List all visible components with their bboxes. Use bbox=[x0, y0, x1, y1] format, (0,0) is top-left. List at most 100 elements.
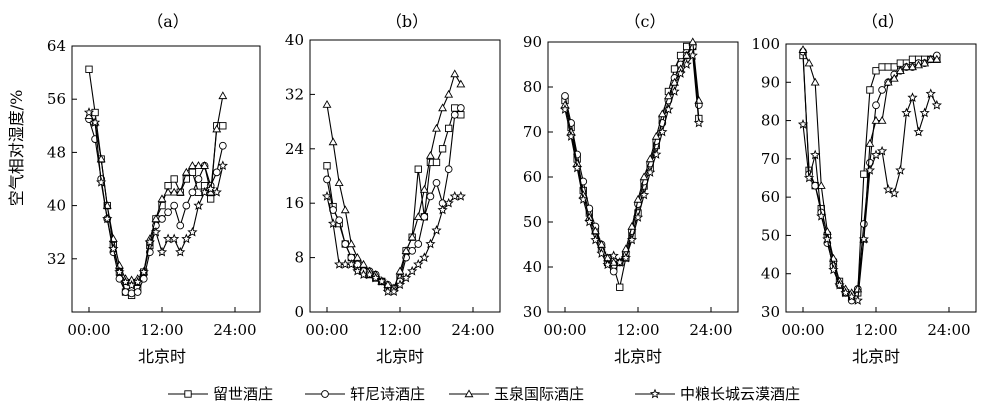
data-point bbox=[187, 161, 197, 169]
series-0 bbox=[85, 65, 227, 300]
panel-label: （b） bbox=[386, 12, 428, 31]
data-point bbox=[803, 172, 815, 183]
data-point bbox=[925, 88, 936, 99]
data-point bbox=[151, 214, 161, 223]
data-point bbox=[561, 92, 569, 100]
data-point bbox=[877, 115, 887, 124]
data-point bbox=[456, 79, 466, 88]
y-tick-label: 40 bbox=[761, 265, 780, 283]
data-point bbox=[890, 63, 898, 71]
series-3 bbox=[797, 88, 942, 305]
data-point bbox=[620, 252, 631, 263]
y-tick-label: 56 bbox=[47, 90, 66, 108]
data-point bbox=[425, 238, 436, 249]
y-tick-label: 100 bbox=[751, 35, 780, 53]
data-point bbox=[883, 77, 893, 86]
data-point bbox=[170, 175, 178, 183]
data-point bbox=[616, 283, 624, 291]
series-line bbox=[326, 73, 462, 289]
data-point bbox=[187, 226, 198, 237]
panel-label: （a） bbox=[147, 12, 189, 31]
data-point bbox=[327, 218, 339, 228]
data-point bbox=[175, 246, 186, 257]
data-point bbox=[426, 158, 435, 167]
x-axis-title: 北京时 bbox=[138, 347, 186, 366]
y-tick-label: 32 bbox=[285, 85, 304, 103]
series-3 bbox=[559, 50, 704, 270]
x-axis-title: 北京时 bbox=[614, 347, 662, 366]
data-point bbox=[176, 221, 185, 230]
y-tick-label: 24 bbox=[285, 140, 304, 158]
data-point bbox=[864, 164, 876, 175]
data-point bbox=[346, 259, 357, 269]
data-point bbox=[432, 123, 441, 132]
data-point bbox=[871, 115, 881, 124]
data-point bbox=[895, 66, 905, 75]
data-point bbox=[932, 54, 942, 63]
data-point bbox=[657, 109, 667, 118]
data-point bbox=[609, 267, 618, 276]
series-line bbox=[564, 45, 700, 288]
data-point bbox=[334, 178, 344, 187]
data-point bbox=[693, 117, 704, 128]
data-point bbox=[419, 252, 430, 262]
data-point bbox=[657, 126, 668, 137]
data-point bbox=[419, 185, 429, 193]
data-point bbox=[639, 172, 649, 181]
data-point bbox=[443, 197, 454, 208]
data-point bbox=[456, 104, 465, 112]
data-point bbox=[920, 58, 930, 67]
data-point bbox=[926, 54, 936, 63]
panel-a: （a） 32 40 48 56 64 00:00 12:00 24:00 北京时 bbox=[47, 12, 261, 366]
data-point bbox=[359, 259, 368, 268]
data-point bbox=[401, 246, 411, 255]
data-point bbox=[822, 233, 833, 244]
data-point bbox=[352, 253, 362, 261]
data-point bbox=[670, 65, 679, 73]
panel-label: （d） bbox=[862, 12, 904, 31]
data-point bbox=[193, 200, 204, 210]
data-point bbox=[682, 50, 692, 59]
plot-frame bbox=[71, 45, 261, 313]
data-point bbox=[182, 201, 191, 210]
data-point bbox=[889, 187, 900, 198]
data-point bbox=[853, 284, 863, 293]
y-tick-label: 30 bbox=[523, 303, 542, 321]
data-point bbox=[578, 194, 589, 204]
panel-label: （c） bbox=[625, 12, 666, 31]
panel-d: （d） 30 40 50 60 70 80 90 100 00:00 12:00 24:00 北京时 bbox=[751, 12, 977, 366]
data-point bbox=[840, 287, 851, 298]
data-point bbox=[907, 92, 918, 102]
data-point bbox=[96, 176, 107, 187]
data-point bbox=[426, 192, 435, 201]
data-point bbox=[810, 149, 821, 160]
data-point bbox=[584, 216, 595, 227]
legend-label: 中粮长城云漠酒庄 bbox=[680, 385, 800, 403]
data-point bbox=[207, 195, 215, 203]
data-point bbox=[120, 276, 131, 287]
data-point bbox=[218, 91, 228, 100]
x-tick-label: 24:00 bbox=[689, 321, 732, 339]
data-point bbox=[218, 141, 227, 150]
legend-label: 轩尼诗酒庄 bbox=[350, 385, 425, 403]
data-point bbox=[321, 191, 333, 201]
data-point bbox=[102, 213, 113, 224]
data-point bbox=[212, 124, 222, 133]
x-tick-label: 12:00 bbox=[616, 321, 659, 339]
data-point bbox=[810, 77, 820, 86]
legend-item: 留世酒庄 bbox=[168, 385, 273, 403]
data-point bbox=[175, 187, 185, 196]
data-point bbox=[878, 63, 886, 71]
y-tick-label: 60 bbox=[523, 168, 542, 186]
data-point bbox=[866, 86, 874, 94]
data-point bbox=[834, 279, 845, 290]
data-point bbox=[816, 181, 826, 189]
data-point bbox=[169, 233, 180, 244]
data-point bbox=[400, 272, 412, 283]
data-point bbox=[444, 165, 453, 174]
data-point bbox=[626, 234, 638, 245]
data-point bbox=[876, 145, 888, 156]
data-point bbox=[83, 107, 95, 117]
data-point bbox=[663, 104, 674, 114]
